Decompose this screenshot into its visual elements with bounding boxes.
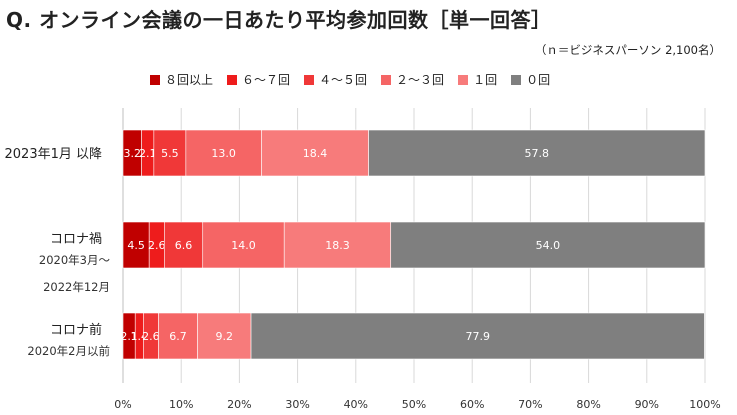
bar-segment: [158, 312, 198, 360]
legend-label: １回: [473, 73, 498, 87]
data-label: 54.0: [536, 239, 561, 252]
data-label: 77.9: [465, 330, 490, 343]
legend: ８回以上 ６～７回 ４～５回 ２～３回 １回 ０回: [150, 71, 550, 88]
x-tick-label: 100%: [689, 398, 720, 411]
legend-swatch: [458, 74, 469, 85]
legend-item: ８回以上: [150, 71, 213, 88]
bar-segment: [250, 312, 705, 360]
legend-label: ６～７回: [242, 73, 291, 87]
category-sublabel: 2022年12月: [43, 280, 110, 294]
legend-item: ２～３回: [381, 71, 444, 88]
bar-segment: [164, 221, 204, 269]
x-tick-label: 70%: [518, 398, 542, 411]
data-label: 3.2: [124, 147, 142, 160]
legend-swatch: [227, 74, 238, 85]
data-label: 2.1: [139, 147, 157, 160]
bar-segment: [153, 129, 187, 177]
bar-segment: [122, 221, 150, 269]
bar-segment: [261, 129, 369, 177]
bar-segment: [202, 221, 285, 269]
data-label: 9.2: [216, 330, 234, 343]
legend-swatch: [304, 74, 315, 85]
bar-segment: [185, 129, 262, 177]
category-sublabel: 2020年2月以前: [27, 344, 110, 358]
x-tick-label: 40%: [344, 398, 368, 411]
x-tick-label: 10%: [169, 398, 193, 411]
legend-item: ６～７回: [227, 71, 290, 88]
data-label: 2.6: [148, 239, 166, 252]
data-label: 13.0: [211, 147, 236, 160]
data-label: 18.3: [325, 239, 350, 252]
x-tick-label: 30%: [285, 398, 309, 411]
data-label: 6.6: [175, 239, 193, 252]
x-tick-label: 20%: [227, 398, 251, 411]
legend-item: ４～５回: [304, 71, 367, 88]
category-label: コロナ前: [50, 322, 102, 338]
legend-swatch: [381, 74, 392, 85]
data-label: 57.8: [525, 147, 550, 160]
x-tick-label: 90%: [635, 398, 659, 411]
legend-swatch: [511, 74, 522, 85]
bar-segment: [390, 221, 706, 269]
bar-segment: [283, 221, 392, 269]
legend-label: ２～３回: [396, 73, 445, 87]
bar-segment: [197, 312, 252, 360]
data-label: 5.5: [161, 147, 179, 160]
legend-label: ０回: [526, 73, 551, 87]
category-label: コロナ禍: [50, 231, 102, 247]
category-sublabel: 2020年3月～: [39, 253, 111, 267]
x-tick-label: 0%: [114, 398, 131, 411]
data-label: 2.1: [120, 330, 138, 343]
data-label: 14.0: [231, 239, 256, 252]
data-label: 4.5: [127, 239, 145, 252]
data-label: 6.7: [169, 330, 187, 343]
sample-size-note: （ｎ＝ビジネスパーソン 2,100名）: [534, 43, 721, 57]
x-tick-label: 60%: [460, 398, 484, 411]
legend-item: １回: [458, 71, 497, 88]
data-label: 2.6: [142, 330, 160, 343]
x-tick-label: 80%: [576, 398, 600, 411]
category-label: 2023年1月 以降: [5, 147, 103, 162]
legend-label: ８回以上: [165, 73, 214, 87]
data-label: 18.4: [303, 147, 328, 160]
legend-label: ４～５回: [319, 73, 368, 87]
legend-swatch: [150, 74, 160, 85]
legend-item: ０回: [511, 71, 550, 88]
x-tick-label: 50%: [402, 398, 426, 411]
page-title: Q. オンライン会議の一日あたり平均参加回数［単一回答］: [6, 8, 552, 32]
bar-segment: [368, 129, 706, 177]
